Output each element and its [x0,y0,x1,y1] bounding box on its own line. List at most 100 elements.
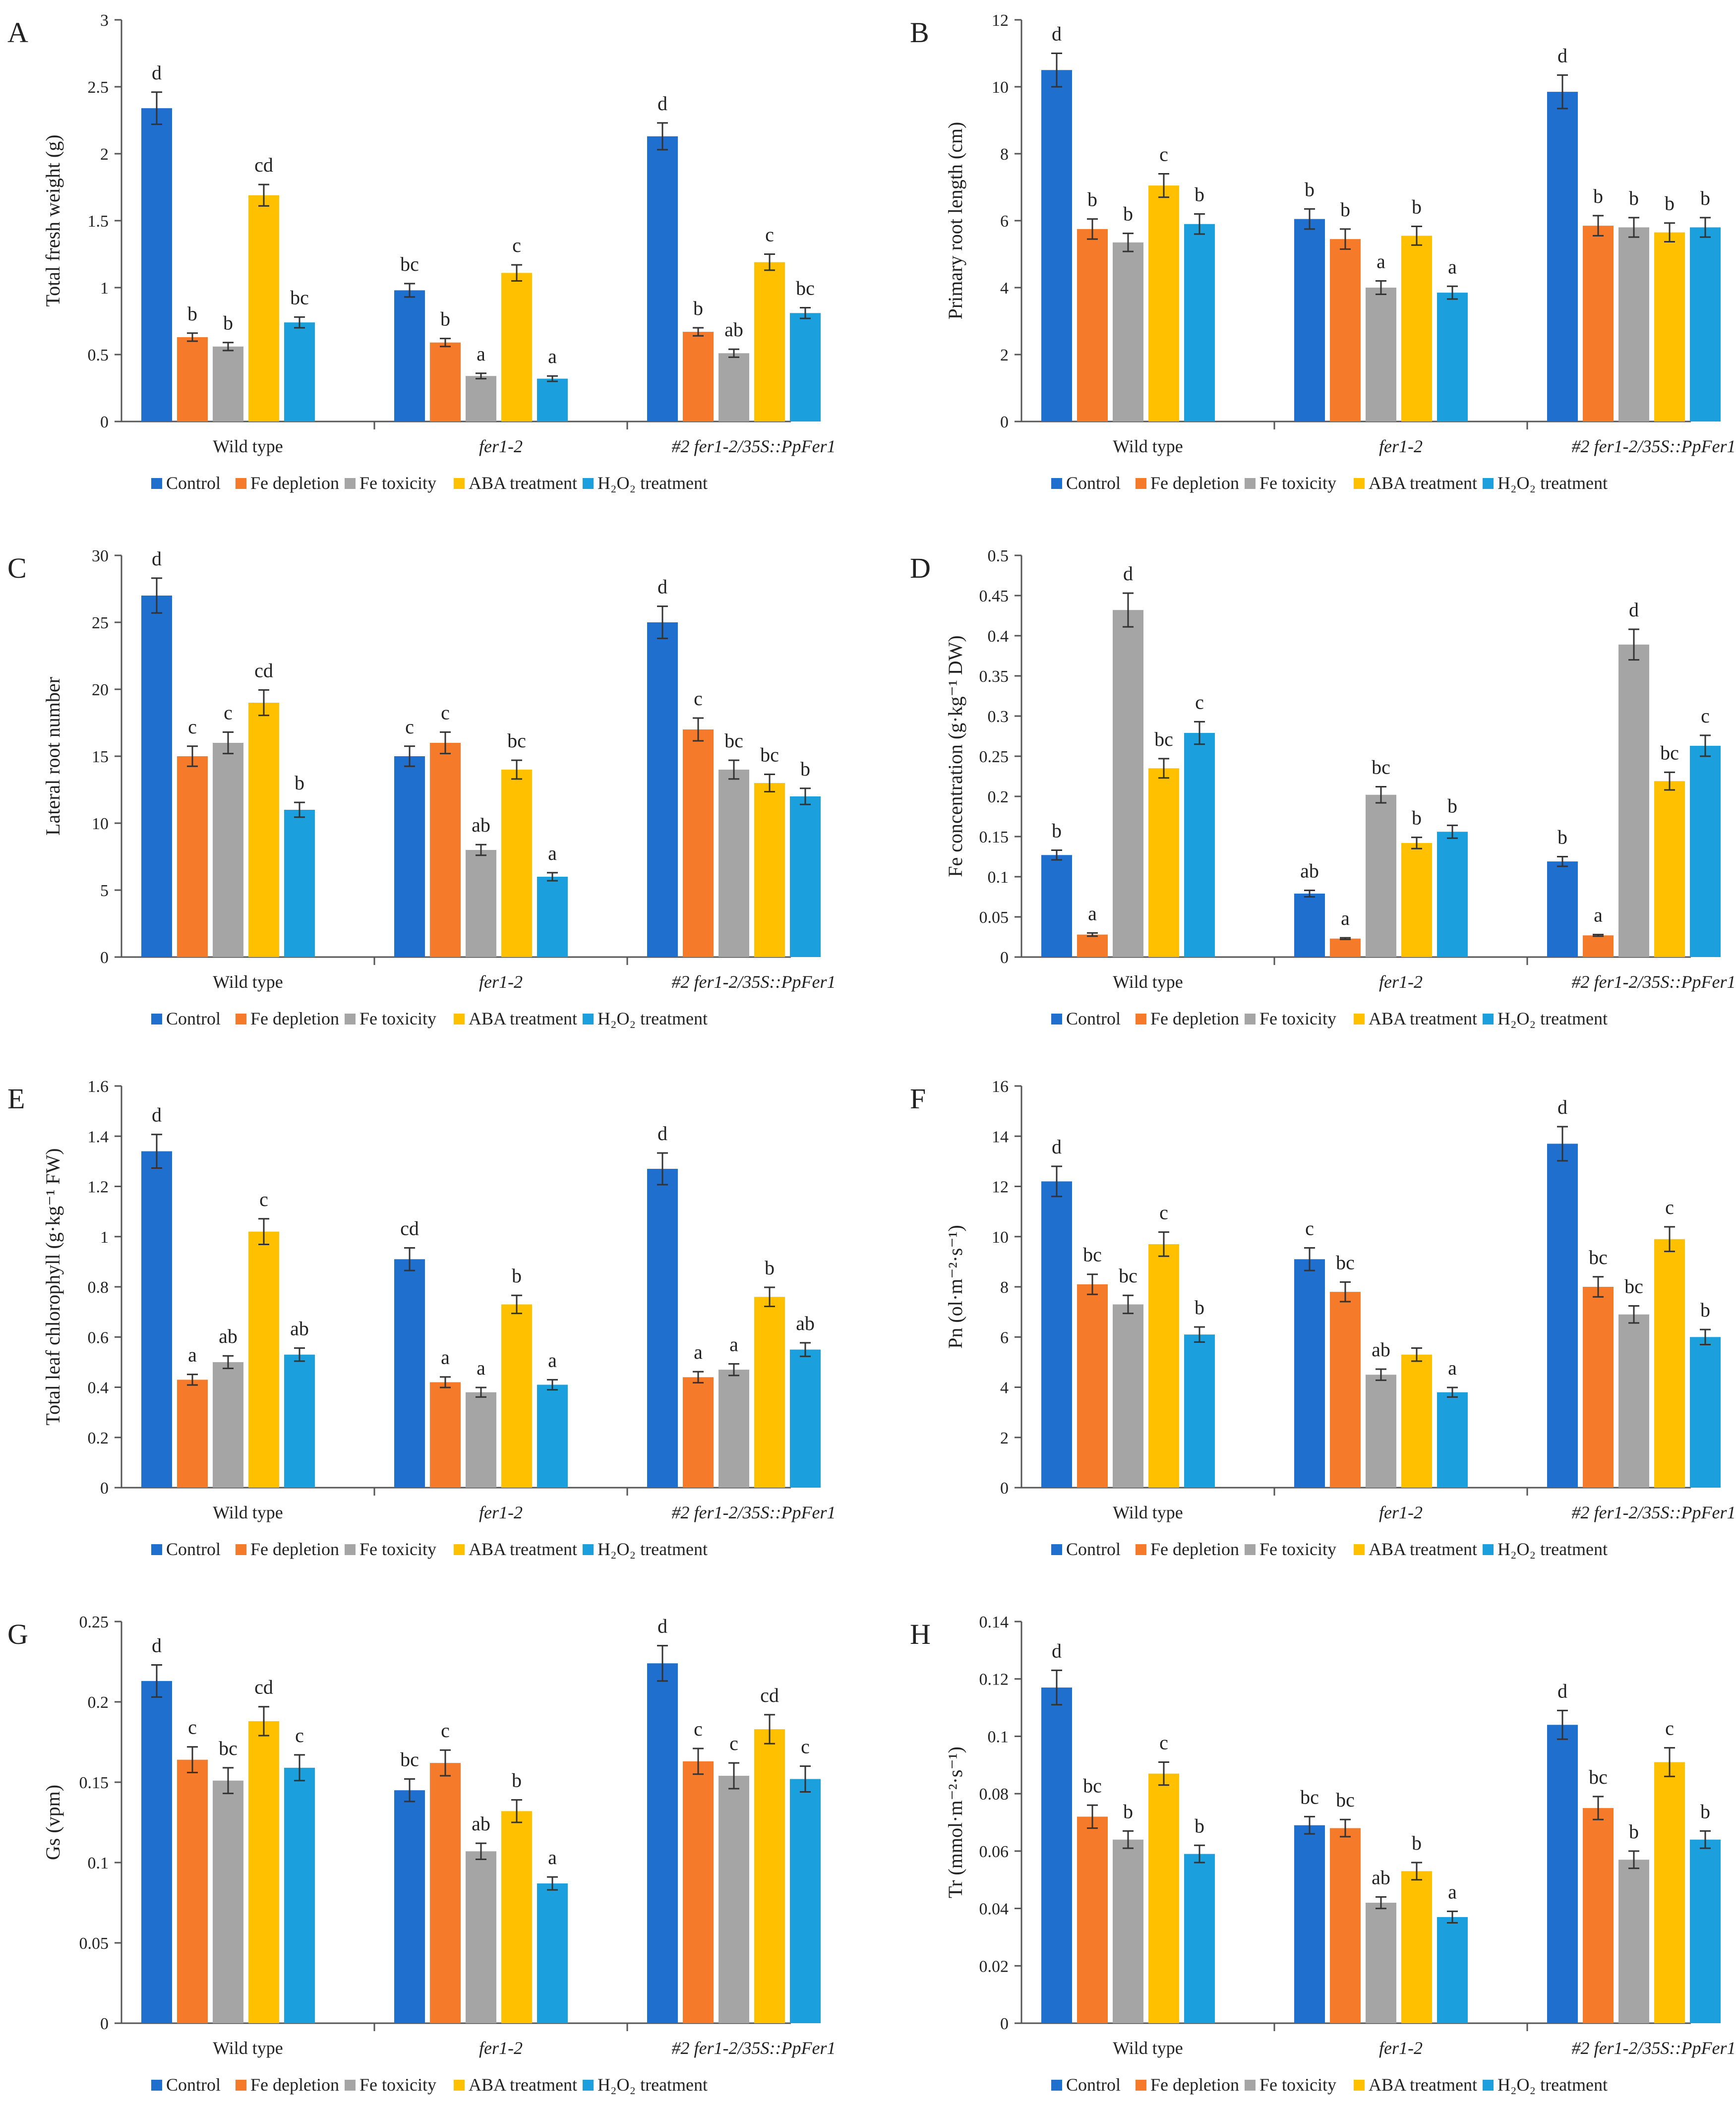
bar [213,1362,243,1488]
bar [647,1169,678,1488]
legend-label: Fe depletion [1150,2075,1239,2095]
y-tick-label: 0.2 [88,1429,109,1447]
significance-letter: bc [724,729,743,752]
bar [1654,1762,1685,2023]
significance-letter: bc [1624,1275,1643,1297]
x-category-label: #2 fer1-2/35S::PpFer1 [1572,2038,1736,2058]
significance-letter: bc [1154,728,1173,750]
y-tick-label: 10 [92,815,109,833]
y-tick-label: 1 [100,1228,109,1247]
bar [1330,1828,1361,2023]
legend-label: Fe depletion [250,1009,339,1028]
bar [1077,934,1108,957]
bar [501,1811,532,2023]
legend-swatch [1354,2080,1365,2091]
significance-letter: b [512,1265,522,1287]
significance-letter: a [729,1333,738,1355]
bar [1618,1860,1649,2023]
legend-swatch [1051,478,1062,489]
significance-letter: c [801,1736,810,1758]
significance-letter: c [1159,143,1168,166]
legend-swatch [583,1014,594,1024]
bar [430,1763,461,2023]
y-tick-label: 14 [992,1128,1009,1146]
significance-letter: d [152,61,162,84]
y-tick-label: 3 [100,11,109,30]
significance-letter: a [548,345,557,367]
x-category-label: fer1-2 [1379,2038,1423,2058]
x-category-label: Wild type [1113,2038,1183,2058]
legend-swatch [345,478,356,489]
legend-swatch [1483,2080,1494,2091]
panel-label: E [7,1083,25,1115]
y-tick-label: 5 [100,882,109,900]
bar [1041,1687,1072,2023]
bar [647,622,678,957]
significance-letter: ab [472,814,490,836]
significance-letter: d [658,576,667,598]
significance-letter: cd [254,659,273,681]
legend-swatch [1245,1544,1256,1555]
y-tick-label: 1.2 [88,1178,109,1197]
bar [1690,227,1721,422]
bar [394,290,425,422]
significance-letter: bc [1083,1244,1102,1266]
legend-label: Fe toxicity [1259,1539,1336,1559]
x-category-label: fer1-2 [479,2038,523,2058]
bar [1690,1337,1721,1488]
y-tick-label: 0.6 [88,1328,109,1347]
legend-label: ABA treatment [469,1009,577,1028]
legend-label: Control [1066,2075,1121,2095]
legend-label: ABA treatment [1369,1539,1477,1559]
panel-D: D 0 0.05 0.1 0.15 0.2 0.25 0.3 0.35 0.4 0.45 0.5 Fe … [910,547,1736,1028]
significance-letter: cd [760,1684,779,1706]
x-category-label: Wild type [1113,436,1183,456]
y-axis-label: Primary root length (cm) [944,122,966,320]
legend-swatch [1483,1014,1494,1024]
y-tick-label: 16 [992,1078,1009,1096]
legend-swatch [236,2080,246,2091]
bar [1547,92,1578,422]
legend-swatch [1245,1014,1256,1024]
y-tick-label: 0.05 [979,908,1009,927]
legend-label: H₂O₂ treatment [1497,1009,1608,1028]
significance-letter: d [1629,599,1639,621]
significance-letter: bc [219,1737,238,1759]
x-category-label: #2 fer1-2/35S::PpFer1 [672,1503,836,1522]
legend-swatch [1136,1014,1146,1024]
bar [1654,781,1685,957]
y-tick-label: 2 [1000,346,1009,364]
legend-label: Fe toxicity [359,1009,436,1028]
y-tick-label: 0 [100,949,109,967]
significance-letter: ab [472,1812,490,1835]
significance-letter: a [1448,255,1457,278]
bar [754,1729,785,2023]
y-tick-label: 2.5 [88,78,109,97]
y-tick-label: 1 [100,279,109,298]
legend-swatch [236,1544,246,1555]
bar [790,1349,821,1488]
x-category-label: fer1-2 [1379,436,1423,456]
significance-letter: b [223,312,233,334]
bar [213,1780,243,2023]
bar [1077,1284,1108,1488]
x-category-label: fer1-2 [479,436,523,456]
legend-label: Control [166,1539,221,1559]
bar [1366,1903,1396,2023]
y-tick-label: 0.5 [88,346,109,364]
panel-label: G [7,1618,28,1650]
bar [1654,232,1685,422]
legend-swatch [454,1014,465,1024]
significance-letter: b [295,772,304,794]
legend-label: ABA treatment [1369,1009,1477,1028]
legend-swatch [236,1014,246,1024]
bar [1583,1808,1614,2023]
y-tick-label: 10 [992,78,1009,97]
y-tick-label: 0.25 [979,748,1009,766]
significance-letter: c [765,224,774,246]
significance-letter: b [1305,178,1315,200]
y-axis-label: Total fresh weight (g) [42,134,64,306]
legend-swatch [345,1544,356,1555]
bar [754,262,785,422]
